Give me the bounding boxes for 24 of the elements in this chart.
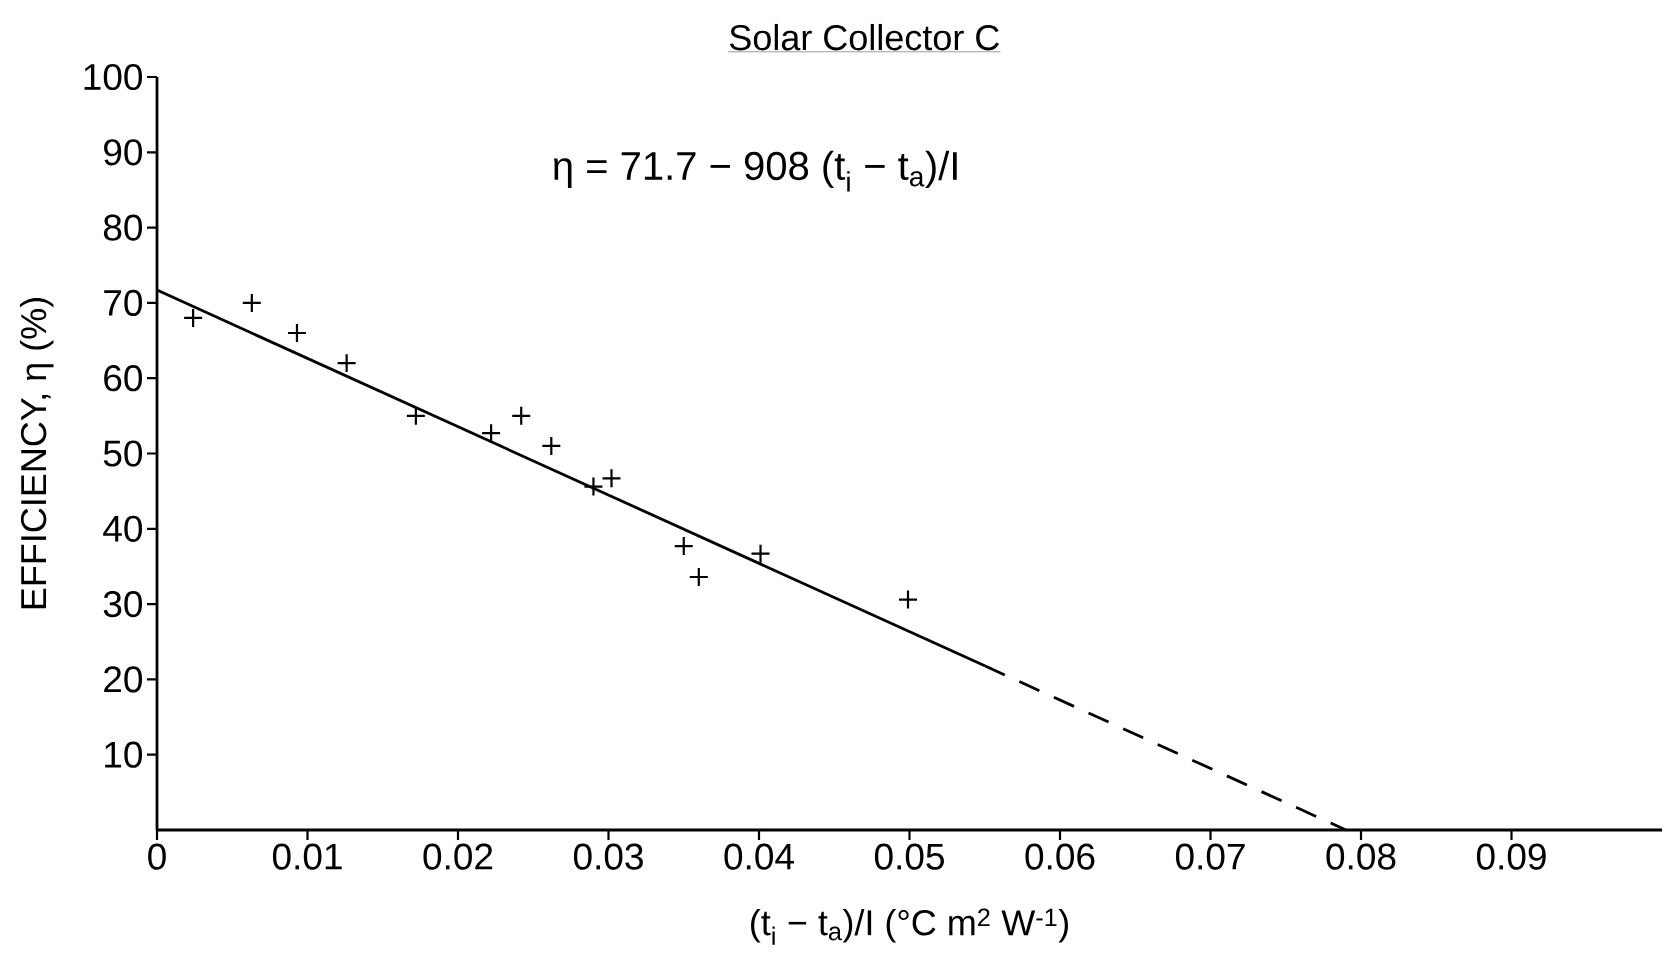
x-tick-label: 0.04 [724,843,794,870]
y-tick-label: 80 [103,214,143,241]
x-tick-label: 0.02 [423,843,493,870]
y-tick-label: 90 [104,139,143,166]
x-tick-label: 0.06 [1025,843,1095,870]
x-tick-label: 0.01 [272,843,342,870]
y-tick-label: 70 [104,289,143,316]
x-tick-label: 0.07 [1175,843,1245,870]
chart-title: Solar Collector C [729,23,999,51]
x-tick-label: 0 [148,843,166,870]
x-tick-label: 0.08 [1326,843,1396,870]
annotation: η = 71.7 − 908 (t$_{i}$ − t$_{a}$)/I [553,150,957,192]
y-axis-title: EFFICIENCY, η (%) [19,298,54,609]
y-tick-label: 30 [103,590,143,618]
y-tick-label: 40 [103,515,143,542]
y-tick-label: 60 [104,365,143,392]
y-tick-label: 100 [84,63,143,91]
x-tick-label: 0.03 [573,843,643,870]
y-tick-label: 50 [103,440,143,467]
x-tick-label: 0.05 [874,843,944,870]
x-tick-label: 0.09 [1476,843,1546,870]
y-tick-label: 20 [104,666,143,693]
y-tick-label: 10 [105,741,143,768]
text: (t$_{i}$ − t$_{a}$)/I (°C m$^{2}$ W$^{-1}$) [751,908,1068,945]
